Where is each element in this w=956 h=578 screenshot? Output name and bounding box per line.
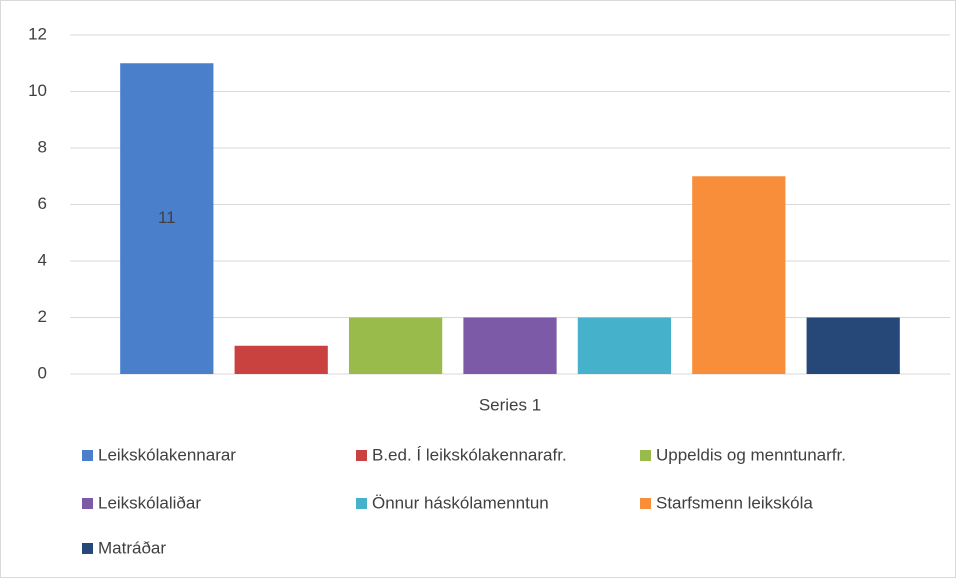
bar [463,317,557,374]
legend-label: Leikskólakennarar [98,445,236,464]
legend-label: Matráðar [98,538,166,557]
bar [806,317,900,374]
x-tick-label: Series 1 [479,395,541,414]
legend-swatch [640,498,651,509]
y-tick-label: 4 [38,250,47,269]
legend-swatch [640,450,651,461]
bar [120,63,214,374]
y-tick-label: 8 [38,137,47,156]
y-tick-label: 12 [28,24,47,43]
bar [577,317,672,374]
legend-label: Önnur háskólamenntun [372,493,549,512]
y-tick-label: 6 [38,194,47,213]
legend-label: Starfsmenn leikskóla [656,493,813,512]
legend-label: B.ed. Í leikskólakennarafr. [372,445,567,464]
legend-swatch [356,450,367,461]
y-tick-label: 2 [38,307,47,326]
bar [348,317,443,374]
data-label: 11 [158,208,176,227]
legend-swatch [82,498,93,509]
legend-swatch [82,450,93,461]
legend-label: Uppeldis og menntunarfr. [656,445,846,464]
legend-swatch [82,543,93,554]
bar [692,176,786,374]
legend-label: Leikskólaliðar [98,493,201,512]
y-tick-label: 0 [38,363,47,382]
bar [234,345,328,374]
y-tick-label: 10 [28,81,47,100]
legend-swatch [356,498,367,509]
